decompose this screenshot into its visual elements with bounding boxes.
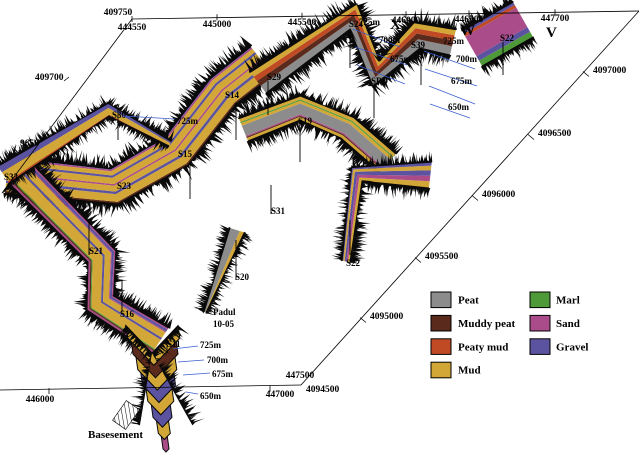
svg-text:SPD: SPD [371, 76, 389, 86]
svg-text:S22: S22 [346, 258, 361, 268]
svg-text:S39: S39 [411, 40, 426, 50]
svg-text:S33: S33 [4, 172, 19, 182]
svg-text:446000: 446000 [26, 395, 55, 405]
svg-text:447500: 447500 [286, 371, 315, 381]
svg-text:S15: S15 [178, 149, 193, 159]
svg-text:V: V [546, 25, 557, 41]
svg-text:700m: 700m [456, 54, 478, 64]
svg-text:S19: S19 [298, 116, 313, 126]
svg-text:S14: S14 [225, 90, 240, 100]
svg-text:S22: S22 [500, 33, 515, 43]
svg-text:4096000: 4096000 [482, 190, 516, 200]
svg-text:700m: 700m [379, 35, 401, 45]
svg-text:9650: 9650 [20, 139, 39, 149]
svg-text:650m: 650m [200, 391, 222, 401]
svg-text:Muddy peat: Muddy peat [458, 318, 515, 330]
svg-text:S31: S31 [271, 206, 286, 216]
svg-text:725m: 725m [359, 17, 381, 27]
svg-text:445000: 445000 [203, 20, 232, 30]
svg-text:W: W [460, 23, 475, 39]
svg-text:725m: 725m [200, 340, 222, 350]
svg-text:Peat: Peat [458, 295, 479, 307]
svg-text:447000: 447000 [266, 390, 295, 400]
svg-text:650m: 650m [448, 102, 470, 112]
svg-text:444550: 444550 [118, 23, 147, 33]
svg-text:10-05: 10-05 [213, 319, 234, 329]
svg-text:Peaty mud: Peaty mud [458, 341, 508, 353]
svg-text:S30: S30 [112, 110, 127, 120]
svg-text:675m: 675m [390, 54, 412, 64]
svg-text:Mud: Mud [458, 365, 481, 377]
svg-text:447700: 447700 [541, 14, 570, 24]
svg-text:Basesement: Basesement [88, 429, 143, 441]
svg-text:409700: 409700 [35, 73, 64, 83]
svg-text:725m: 725m [177, 116, 199, 126]
svg-text:700m: 700m [207, 355, 229, 365]
svg-text:4096500: 4096500 [538, 129, 572, 139]
svg-text:409750: 409750 [104, 8, 133, 18]
svg-text:4095000: 4095000 [370, 312, 404, 322]
svg-text:445500: 445500 [288, 18, 317, 28]
svg-text:S23: S23 [117, 181, 132, 191]
svg-text:675m: 675m [451, 76, 473, 86]
svg-text:S29: S29 [267, 72, 282, 82]
svg-text:S16: S16 [120, 309, 135, 319]
svg-text:X: X [390, 17, 401, 33]
svg-text:4095500: 4095500 [425, 252, 459, 262]
svg-text:Marl: Marl [556, 295, 580, 307]
svg-text:Gravel: Gravel [556, 341, 588, 353]
svg-text:S11: S11 [167, 339, 181, 349]
svg-text:S20: S20 [235, 272, 250, 282]
svg-text:Sand: Sand [556, 318, 580, 330]
svg-text:675m: 675m [212, 369, 234, 379]
svg-text:S21: S21 [89, 246, 104, 256]
svg-text:Padul: Padul [213, 307, 236, 317]
svg-text:4094500: 4094500 [306, 385, 340, 395]
svg-text:4097000: 4097000 [593, 66, 627, 76]
